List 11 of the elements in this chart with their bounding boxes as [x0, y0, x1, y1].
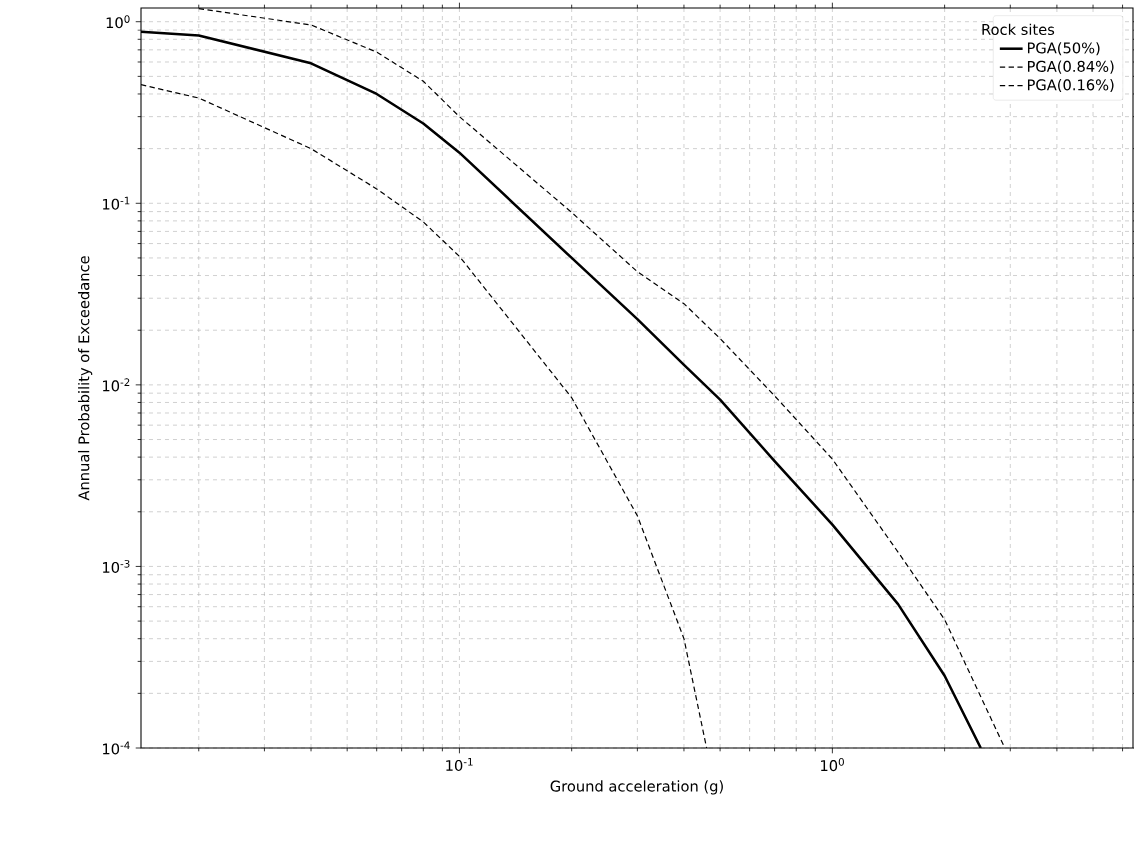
legend-label: PGA(50%)	[1027, 42, 1100, 56]
y-tick-label: 10$^{-4}$	[103, 741, 130, 755]
y-tick-label: 10$^{-2}$	[103, 378, 130, 392]
y-tick-label: 10$^{-1}$	[103, 196, 130, 210]
x-axis-title: Ground acceleration (g)	[550, 780, 723, 795]
y-axis-title: Annual Probability of Exceedance	[78, 256, 93, 501]
y-tick-label: 10$^{0}$	[106, 15, 130, 29]
legend-title: Rock sites	[982, 23, 1055, 36]
legend-label: PGA(0.16%)	[1027, 79, 1114, 93]
y-tick-label: 10$^{-3}$	[103, 559, 130, 573]
legend-label: PGA(0.84%)	[1027, 60, 1114, 74]
